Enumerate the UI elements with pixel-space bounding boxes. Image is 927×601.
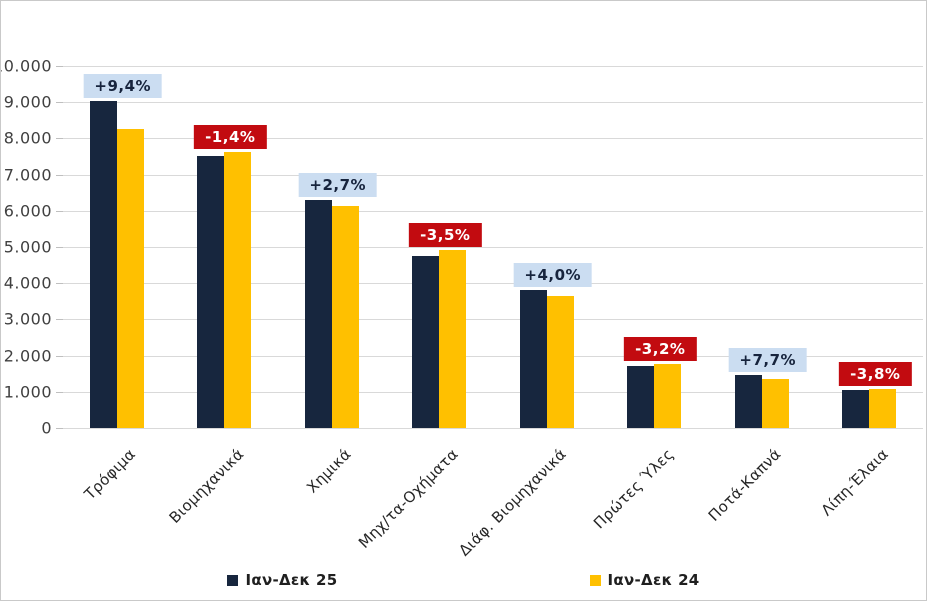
bar-series1-cat7[interactable] [734,374,762,428]
bar-series1-cat1[interactable] [89,101,117,428]
bar-series2-cat2[interactable] [224,151,252,428]
x-axis-category-label: Χημικά [302,445,355,497]
bar-series2-cat3[interactable] [331,206,359,428]
x-axis-category-label: Πρώτες Ύλες [589,445,677,533]
x-axis-category-label: Λίπη-Έλαια [817,445,892,520]
bar-series2-cat8[interactable] [869,388,897,428]
y-axis-tick-icon [56,428,63,429]
change-percent-label: -3,2% [624,337,697,362]
legend-item-ian-dek-24[interactable]: Ιαν-Δεκ 24 [589,571,700,589]
legend-item-ian-dek-25[interactable]: Ιαν-Δεκ 25 [227,571,337,589]
gridline [63,283,923,285]
y-axis-tick-label: 1.000 [3,382,52,402]
bar-series1-cat6[interactable] [627,366,655,428]
gridline [63,102,923,104]
bar-series1-cat8[interactable] [842,390,870,428]
chart-legend: Ιαν-Δεκ 25 Ιαν-Δεκ 24 [1,571,926,589]
x-axis-category-label: Τρόφιμα [81,445,140,504]
gridline [63,428,923,429]
gridline [63,138,923,140]
y-axis-tick-icon [56,66,63,67]
gridline [63,355,923,357]
bar-series2-cat1[interactable] [116,129,144,428]
change-percent-label: +4,0% [513,263,593,288]
bar-series1-cat2[interactable] [197,155,225,428]
legend-swatch-icon [589,574,601,586]
y-axis-tick-icon [56,247,63,248]
legend-label: Ιαν-Δεκ 25 [245,571,338,589]
y-axis-tick-label: 5.000 [3,237,52,257]
y-axis-tick-label: 10.000 [1,56,52,76]
gridline [63,247,923,248]
y-axis-tick-label: 8.000 [3,128,52,148]
y-axis-tick-label: 6.000 [3,201,52,221]
bar-series2-cat6[interactable] [654,364,682,428]
bar-series1-cat3[interactable] [304,199,332,428]
y-axis-tick-icon [56,102,63,104]
gridline [63,319,923,321]
y-axis-tick-icon [56,355,63,357]
legend-swatch-icon [227,574,239,586]
y-axis-tick-icon [56,210,63,212]
change-percent-label: -1,4% [194,124,267,149]
x-axis-category-label: Μηχ/τα-Οχήματα [355,445,462,552]
y-axis-tick-label: 3.000 [3,309,52,329]
change-percent-label: +9,4% [83,74,163,99]
gridline [63,66,923,67]
change-percent-label: -3,8% [839,361,912,386]
change-percent-label: +7,7% [728,347,808,372]
bar-series1-cat4[interactable] [412,255,440,428]
y-axis-tick-icon [56,283,63,285]
y-axis-tick-icon [56,174,63,176]
x-axis-category-label: Ποτά-Καπνά [704,445,785,525]
gridline [63,210,923,212]
y-axis-tick-label: 0 [41,418,52,438]
change-percent-label: +2,7% [298,172,378,197]
x-axis-category-label: Βιομηχανικά [165,445,247,527]
y-axis-tick-icon [56,138,63,140]
y-axis-tick-label: 2.000 [3,346,52,366]
y-axis-tick-icon [56,391,63,393]
bar-series2-cat4[interactable] [439,249,467,428]
change-percent-label: -3,5% [409,222,482,247]
y-axis-tick-label: 7.000 [3,165,52,185]
x-axis-category-label: Διάφ. Βιομηχανικά [454,445,570,560]
bar-series2-cat7[interactable] [761,378,789,428]
bar-series2-cat5[interactable] [546,295,574,428]
y-axis-tick-icon [56,319,63,321]
gridline [63,174,923,176]
y-axis-tick-label: 9.000 [3,92,52,112]
y-axis-tick-label: 4.000 [3,273,52,293]
legend-label: Ιαν-Δεκ 24 [607,571,700,589]
gridline [63,391,923,393]
bar-series1-cat5[interactable] [519,290,547,428]
